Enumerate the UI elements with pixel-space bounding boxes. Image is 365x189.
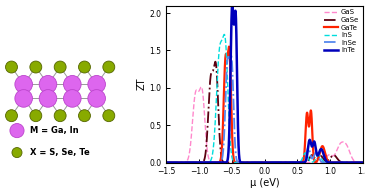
Circle shape — [103, 110, 115, 122]
GaTe — [258, 161, 262, 164]
Circle shape — [15, 90, 32, 107]
Circle shape — [78, 110, 91, 122]
Legend: GaS, GaSe, GaTe, InS, InSe, InTe: GaS, GaSe, GaTe, InS, InSe, InTe — [322, 7, 362, 56]
InTe — [345, 161, 350, 164]
InS — [345, 161, 350, 164]
Text: X = S, Se, Te: X = S, Se, Te — [30, 148, 89, 157]
GaTe — [164, 161, 168, 164]
Line: InSe: InSe — [166, 55, 363, 163]
GaSe — [355, 161, 360, 164]
GaTe — [247, 161, 251, 164]
GaSe — [345, 161, 350, 164]
InS — [247, 161, 251, 164]
InS — [355, 161, 360, 164]
InS — [258, 161, 262, 164]
Circle shape — [88, 76, 105, 93]
X-axis label: μ (eV): μ (eV) — [250, 178, 280, 188]
GaSe — [248, 161, 253, 164]
Text: M = Ga, In: M = Ga, In — [30, 126, 78, 135]
InTe — [164, 161, 168, 164]
GaTe — [361, 161, 365, 164]
GaSe — [361, 161, 365, 164]
InSe — [229, 54, 233, 56]
GaS — [258, 161, 262, 164]
Circle shape — [30, 110, 42, 122]
GaSe — [164, 161, 168, 164]
GaS — [345, 145, 350, 147]
Circle shape — [39, 90, 57, 107]
Circle shape — [78, 61, 91, 73]
InTe — [247, 161, 251, 164]
InS — [222, 33, 226, 36]
GaSe — [307, 157, 312, 160]
Line: GaTe: GaTe — [166, 47, 363, 163]
InSe — [248, 161, 253, 164]
Line: GaSe: GaSe — [166, 62, 363, 163]
GaS — [164, 161, 168, 164]
Circle shape — [15, 76, 32, 93]
Circle shape — [64, 76, 81, 93]
InS — [307, 159, 311, 161]
Circle shape — [88, 90, 105, 107]
GaS — [258, 161, 262, 164]
GaS — [361, 161, 365, 164]
GaTe — [307, 124, 311, 126]
InSe — [164, 161, 168, 164]
GaS — [247, 161, 251, 164]
InTe — [361, 161, 365, 164]
Circle shape — [103, 61, 115, 73]
GaSe — [258, 161, 262, 164]
InSe — [361, 161, 365, 164]
GaTe — [248, 161, 253, 164]
Line: GaS: GaS — [166, 87, 363, 163]
InS — [164, 161, 168, 164]
GaS — [248, 161, 253, 164]
GaTe — [227, 46, 231, 48]
Circle shape — [64, 90, 81, 107]
InSe — [355, 161, 360, 164]
GaSe — [247, 161, 251, 164]
InS — [248, 161, 253, 164]
Circle shape — [12, 148, 22, 158]
InTe — [248, 161, 253, 164]
GaTe — [345, 161, 350, 164]
Circle shape — [30, 61, 42, 73]
GaSe — [213, 60, 218, 63]
InSe — [258, 161, 262, 164]
Circle shape — [54, 110, 66, 122]
GaSe — [262, 161, 266, 164]
InSe — [307, 148, 311, 151]
Line: InS: InS — [166, 34, 363, 163]
GaS — [199, 86, 203, 88]
Circle shape — [54, 61, 66, 73]
GaTe — [355, 161, 360, 164]
InSe — [247, 161, 251, 164]
InTe — [307, 139, 311, 142]
Line: InTe: InTe — [166, 4, 363, 163]
InTe — [258, 161, 262, 164]
Circle shape — [5, 61, 18, 73]
InSe — [345, 161, 350, 164]
InTe — [230, 3, 234, 5]
Circle shape — [39, 76, 57, 93]
GaS — [307, 161, 312, 164]
GaS — [355, 161, 360, 163]
Circle shape — [5, 110, 18, 122]
Circle shape — [10, 124, 24, 138]
InTe — [355, 161, 360, 164]
Y-axis label: ZT: ZT — [136, 78, 146, 90]
InS — [361, 161, 365, 164]
